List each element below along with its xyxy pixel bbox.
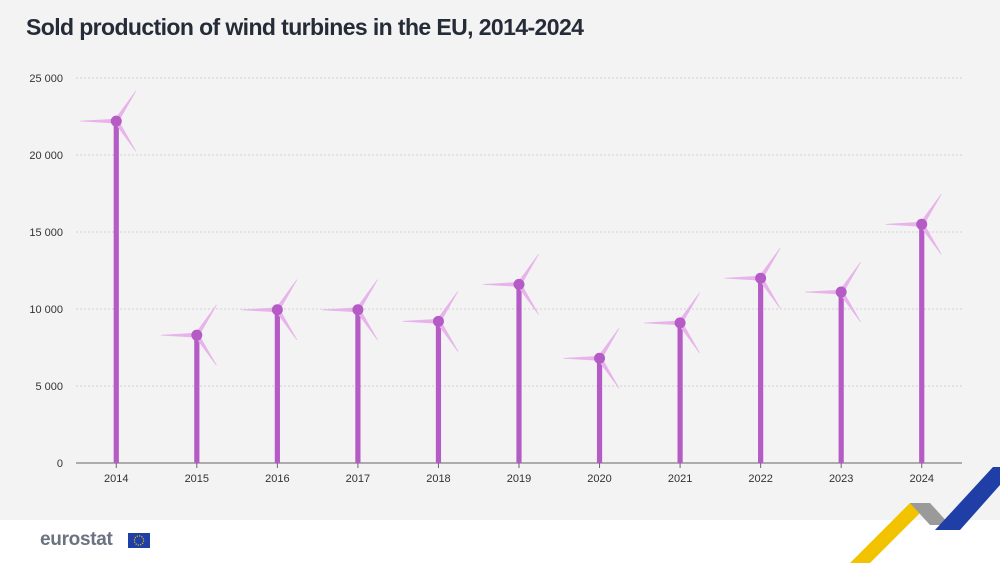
eurostat-logo-text: eurostat [40, 529, 113, 550]
turbine-blade [241, 307, 278, 313]
turbine-hub-point [755, 272, 767, 284]
x-tick-label: 2020 [587, 473, 611, 485]
turbine-hub-point [674, 317, 686, 329]
turbine-bar [241, 279, 298, 463]
turbine-blade [563, 355, 600, 361]
turbine-blade [114, 119, 137, 152]
turbine-hub-point [271, 304, 283, 316]
turbine-blade [160, 332, 197, 338]
turbine-pole [435, 321, 442, 463]
turbine-pole [838, 292, 844, 463]
turbine-hub-point [835, 286, 847, 298]
turbine-blade [321, 307, 358, 313]
x-tick-label: 2018 [426, 473, 450, 485]
turbine-blade [80, 118, 117, 124]
x-tick-label: 2024 [909, 473, 933, 485]
x-tick-label: 2016 [265, 473, 289, 485]
x-tick-label: 2015 [185, 473, 209, 485]
y-tick-label: 15 000 [29, 227, 63, 239]
y-tick-label: 5 000 [35, 381, 63, 393]
turbine-blade [194, 333, 217, 366]
turbine-bar [563, 327, 620, 463]
y-tick-label: 10 000 [29, 304, 63, 316]
turbine-blade [355, 279, 378, 312]
turbine-blade [805, 289, 842, 295]
turbine-hub-point [513, 278, 525, 290]
turbine-blade [436, 320, 459, 352]
y-tick-label: 0 [57, 458, 63, 470]
turbine-blade [355, 308, 378, 341]
turbine-pole [758, 278, 764, 463]
turbine-pole [919, 224, 925, 463]
turbine-blade [275, 308, 298, 341]
turbine-bar [805, 261, 861, 463]
turbine-blade [517, 254, 539, 286]
turbine-bar [885, 193, 942, 463]
x-axis-ticks: 2014 2015 2016 2017 2018 2019 2020 2021 2022 2023… [104, 463, 934, 485]
x-tick-label: 2019 [507, 473, 531, 485]
turbine-blade [114, 90, 137, 123]
turbine-bar [724, 247, 781, 463]
turbine-blade [758, 247, 781, 280]
turbine-hub-point [916, 218, 928, 230]
turbine-bar [483, 254, 539, 463]
x-tick-label: 2023 [829, 473, 853, 485]
turbine-pole [274, 309, 280, 463]
turbine-pole [516, 284, 522, 463]
turbine-pole [113, 121, 119, 464]
y-axis-ticks: 0 5 000 10 000 15 000 20 000 25 000 [29, 73, 63, 470]
turbine-hub-point [191, 329, 203, 341]
turbine-blade [678, 321, 700, 354]
turbine-hub-point [110, 115, 122, 127]
x-tick-label: 2014 [104, 473, 128, 485]
y-tick-label: 25 000 [29, 73, 63, 85]
turbine-blade [919, 193, 942, 226]
turbine-blade [724, 275, 761, 281]
x-tick-label: 2022 [748, 473, 772, 485]
turbine-pole [596, 358, 603, 463]
turbine-blade [919, 223, 942, 255]
turbine-blade [402, 318, 439, 324]
turbine-blade [839, 290, 861, 323]
turbine-bars [80, 90, 942, 464]
turbine-blade [436, 291, 459, 323]
turbine-bar [160, 304, 217, 463]
chart-title: Sold production of wind turbines in the … [26, 14, 584, 40]
x-tick-label: 2021 [668, 473, 692, 485]
footer-bar [0, 520, 1000, 563]
turbine-hub-point [352, 304, 364, 316]
turbine-blade [885, 221, 922, 227]
turbine-blade [644, 320, 681, 326]
turbine-bar [321, 279, 378, 463]
turbine-bar [644, 292, 700, 463]
x-tick-label: 2017 [346, 473, 370, 485]
turbine-pole [194, 335, 200, 463]
turbine-blade [597, 327, 620, 360]
turbine-blade [275, 279, 298, 312]
turbine-blade [194, 304, 217, 337]
turbine-hub-point [432, 315, 444, 327]
y-tick-label: 20 000 [29, 150, 63, 162]
turbine-blade [839, 261, 861, 294]
turbine-blade [678, 292, 700, 325]
turbine-pole [677, 322, 683, 463]
turbine-bar [402, 291, 459, 463]
turbine-blade [758, 276, 781, 309]
turbine-blade [597, 357, 620, 389]
turbine-blade [517, 283, 539, 315]
turbine-hub-point [594, 352, 606, 364]
turbine-bar [80, 90, 137, 464]
turbine-blade [483, 282, 519, 287]
turbine-pole [355, 309, 361, 463]
